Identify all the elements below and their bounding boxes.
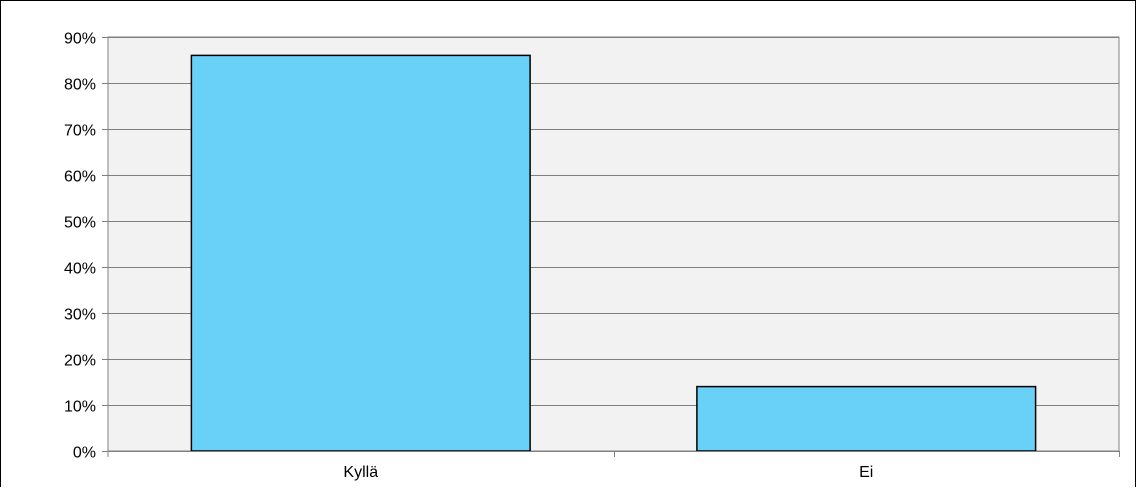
- y-tick-label: 70%: [64, 123, 96, 140]
- bars: [190, 54, 1037, 452]
- x-tick-label: Kyllä: [343, 464, 378, 481]
- y-tick-label: 0%: [73, 445, 96, 462]
- y-tick-label: 60%: [64, 169, 96, 186]
- y-tick-label: 20%: [64, 353, 96, 370]
- y-tick-label: 10%: [64, 399, 96, 416]
- x-tick-labels: Kyllä Ei: [343, 464, 873, 481]
- y-tick-label: 40%: [64, 261, 96, 278]
- y-tick-label: 30%: [64, 307, 96, 324]
- y-tick-label: 50%: [64, 215, 96, 232]
- bar-1: [190, 54, 531, 452]
- x-tick-label: Ei: [859, 464, 873, 481]
- y-tick-labels: 0% 10% 20% 30% 40% 50% 60% 70% 80% 90%: [64, 31, 96, 462]
- axes: [107, 37, 1120, 457]
- bar-2: [696, 385, 1037, 452]
- y-tick-label: 80%: [64, 77, 96, 94]
- y-tick-label: 90%: [64, 31, 96, 48]
